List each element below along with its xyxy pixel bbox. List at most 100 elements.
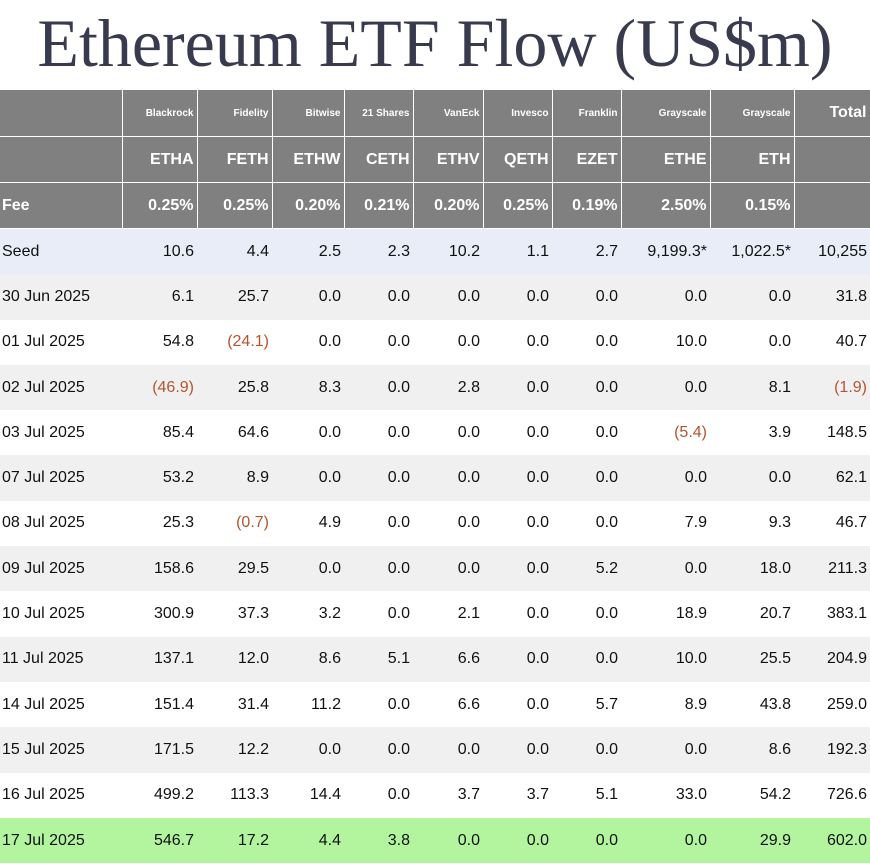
fee-cell: 0.20% bbox=[272, 182, 345, 229]
flow-cell: 7.9 bbox=[684, 514, 707, 532]
ticker-header: FETH bbox=[197, 136, 273, 183]
flow-cell: 0.0 bbox=[483, 364, 552, 411]
flow-cell: 25.5 bbox=[710, 636, 794, 682]
flow-cell: 602.0 bbox=[794, 817, 870, 864]
flow-cell: (46.9) bbox=[122, 364, 197, 411]
data-row: 02 Jul 2025 (46.9) 25.8 8.3 0.0 2.8 0.0 0.0 0.0 8… bbox=[0, 364, 870, 411]
flow-cell: 158.6 bbox=[122, 546, 197, 592]
flow-cell: 85.4 bbox=[162, 423, 194, 441]
flow-cell: 64.6 bbox=[237, 423, 269, 441]
fee-cell: 0.19% bbox=[552, 182, 622, 229]
flow-cell: 6.6 bbox=[413, 636, 483, 682]
issuer-header: VanEck bbox=[413, 90, 484, 137]
flow-cell: 0.0 bbox=[595, 333, 618, 351]
issuer-header: Franklin bbox=[552, 90, 622, 137]
flow-cell: 2.5 bbox=[272, 228, 344, 275]
data-row: Seed 10.6 4.4 2.5 2.3 10.2 1.1 2.7 9,199.3* 1,022… bbox=[0, 228, 870, 275]
empty-cell bbox=[794, 136, 870, 183]
flow-cell: 0.0 bbox=[387, 605, 410, 623]
flow-cell: 0.0 bbox=[621, 455, 710, 501]
row-label: 15 Jul 2025 bbox=[0, 727, 122, 773]
flow-cell: 300.9 bbox=[153, 605, 194, 623]
flow-cell: 12.0 bbox=[197, 636, 272, 682]
fee-cell: 0.21% bbox=[344, 182, 414, 229]
row-label: 17 Jul 2025 bbox=[0, 817, 122, 864]
ticker-header: ETHW bbox=[272, 136, 345, 183]
flow-cell: 37.3 bbox=[237, 605, 269, 623]
flow-cell: 113.3 bbox=[230, 786, 269, 804]
flow-cell: 0.0 bbox=[552, 274, 621, 320]
flow-cell: 726.6 bbox=[826, 786, 867, 804]
flow-cell: 204.9 bbox=[794, 636, 870, 682]
empty-cell bbox=[794, 182, 870, 229]
issuer-header: Fidelity bbox=[197, 90, 273, 137]
ticker-header: ETH bbox=[710, 136, 795, 183]
flow-cell: 0.0 bbox=[552, 364, 621, 411]
flow-cell: 0.0 bbox=[483, 546, 552, 592]
ticker-header: ETHE bbox=[621, 136, 711, 183]
flow-cell: 33.0 bbox=[675, 786, 707, 804]
fee-label: Fee bbox=[0, 182, 123, 229]
flow-cell: 0.0 bbox=[387, 333, 410, 351]
row-label: 07 Jul 2025 bbox=[0, 455, 122, 501]
flow-cell: 0.0 bbox=[387, 786, 410, 804]
flow-cell: 5.2 bbox=[552, 546, 621, 592]
row-label: 14 Jul 2025 bbox=[2, 695, 85, 713]
flow-cell: 8.1 bbox=[710, 364, 794, 411]
flow-cell: 43.8 bbox=[759, 695, 791, 713]
flow-cell: 151.4 bbox=[153, 695, 194, 713]
flow-cell: 8.9 bbox=[197, 455, 272, 501]
flow-cell: 546.7 bbox=[122, 817, 197, 864]
flow-cell: 4.4 bbox=[197, 228, 272, 275]
flow-cell: 20.7 bbox=[759, 605, 791, 623]
flow-cell: 3.7 bbox=[457, 786, 480, 804]
data-row: 16 Jul 2025 499.2 113.3 14.4 0.0 3.7 3.7 5.1 33.… bbox=[0, 773, 870, 818]
ticker-header: CETH bbox=[344, 136, 414, 183]
flow-cell: 46.7 bbox=[835, 514, 867, 532]
flow-cell: 9,199.3* bbox=[621, 228, 710, 275]
flow-cell: 25.8 bbox=[197, 364, 272, 411]
data-row: 10 Jul 2025 300.9 37.3 3.2 0.0 2.1 0.0 0.0 18.9 2… bbox=[0, 591, 870, 636]
row-label: 30 Jun 2025 bbox=[0, 274, 122, 320]
flow-cell: 8.6 bbox=[710, 727, 794, 773]
flow-cell: 0.0 bbox=[710, 455, 794, 501]
flow-cell: 17.2 bbox=[197, 817, 272, 864]
row-label: 11 Jul 2025 bbox=[0, 636, 122, 682]
flow-cell: 0.0 bbox=[344, 274, 413, 320]
flow-cell: 0.0 bbox=[621, 727, 710, 773]
flow-cell: 6.6 bbox=[457, 695, 480, 713]
flow-cell: 10.6 bbox=[122, 228, 197, 275]
flow-cell: 31.8 bbox=[794, 274, 870, 320]
flow-cell: 0.0 bbox=[526, 605, 549, 623]
flow-cell: 0.0 bbox=[413, 274, 483, 320]
flow-cell: 0.0 bbox=[595, 605, 618, 623]
fee-cell: 0.25% bbox=[483, 182, 553, 229]
flow-cell: 9.3 bbox=[768, 514, 791, 532]
row-label: 09 Jul 2025 bbox=[0, 546, 122, 592]
flow-cell: 0.0 bbox=[621, 274, 710, 320]
fee-cell: 0.25% bbox=[197, 182, 273, 229]
flow-cell: 0.0 bbox=[710, 274, 794, 320]
flow-cell: 0.0 bbox=[387, 695, 410, 713]
flow-cell: 499.2 bbox=[153, 786, 194, 804]
flow-cell: 0.0 bbox=[457, 333, 480, 351]
flow-cell: 0.0 bbox=[387, 514, 410, 532]
flow-cell: 0.0 bbox=[413, 455, 483, 501]
flow-cell: (1.9) bbox=[794, 364, 870, 411]
flow-cell: 5.7 bbox=[595, 695, 618, 713]
flow-cell: 54.2 bbox=[759, 786, 791, 804]
etf-table: Blackrock Fidelity Bitwise 21 Shares VanEck I… bbox=[0, 90, 870, 864]
flow-cell: 3.2 bbox=[318, 605, 341, 623]
flow-cell: 0.0 bbox=[621, 817, 710, 864]
issuer-header: Grayscale bbox=[621, 90, 711, 137]
flow-cell: 2.1 bbox=[457, 605, 480, 623]
fee-cell: 0.15% bbox=[710, 182, 795, 229]
corner-cell bbox=[0, 90, 123, 137]
flow-cell: 8.9 bbox=[684, 695, 707, 713]
issuer-header: Invesco bbox=[483, 90, 553, 137]
flow-cell: 0.0 bbox=[272, 546, 344, 592]
flow-cell: 62.1 bbox=[794, 455, 870, 501]
flow-cell: 40.7 bbox=[835, 333, 867, 351]
flow-cell: 0.0 bbox=[483, 727, 552, 773]
data-row: 09 Jul 2025 158.6 29.5 0.0 0.0 0.0 0.0 5.2 0.0 18… bbox=[0, 546, 870, 592]
